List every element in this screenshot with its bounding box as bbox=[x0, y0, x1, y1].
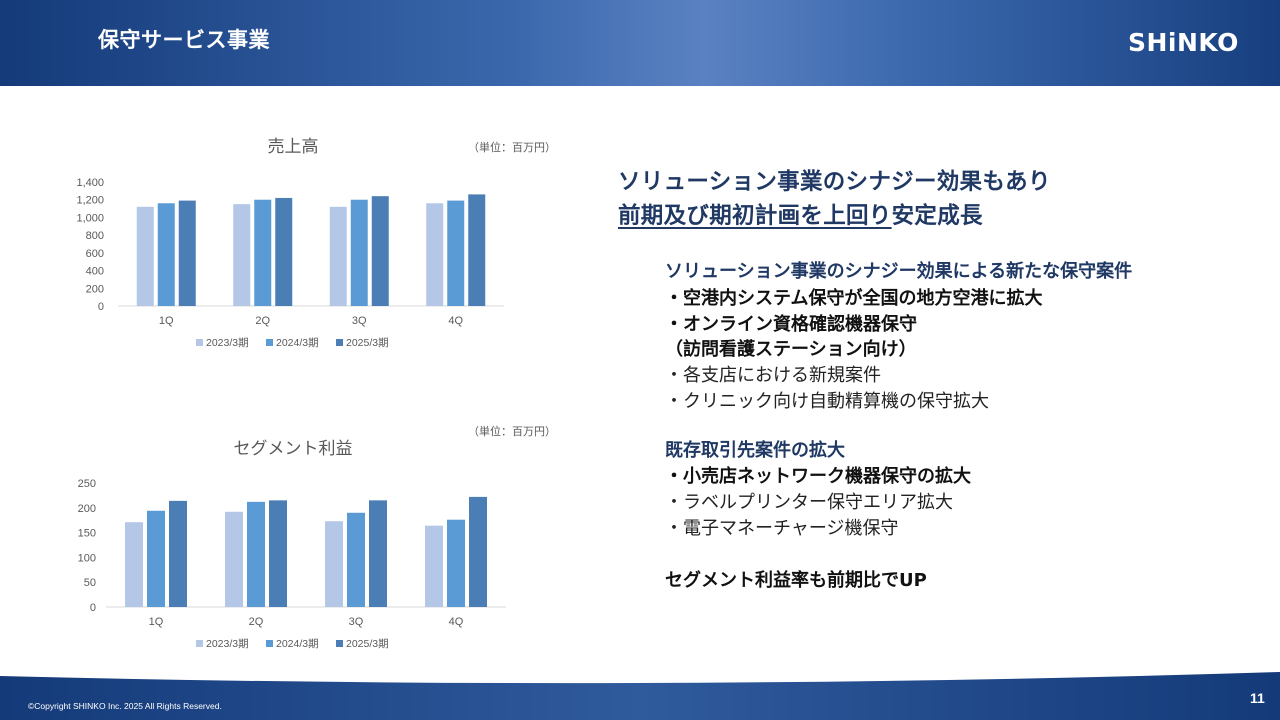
chart1-bar-2Q-2 bbox=[254, 199, 272, 306]
chart1-bar-3Q-1 bbox=[329, 206, 347, 306]
chart1-legend-label-1: 2023/3期 bbox=[206, 337, 249, 349]
chart2-bar-2Q-2 bbox=[247, 501, 265, 607]
chart2-category-label: 3Q bbox=[349, 616, 364, 628]
section2-title: 既存取引先案件の拡大 bbox=[665, 440, 845, 461]
chart1-category-label: 3Q bbox=[352, 315, 367, 327]
chart2-ytick-label: 150 bbox=[78, 528, 96, 540]
section2-item-2: ・ラベルプリンター保守エリア拡大 bbox=[665, 492, 953, 513]
chart1-legend-swatch-1 bbox=[196, 339, 203, 346]
footer-band bbox=[0, 672, 1280, 720]
chart2-ytick-label: 100 bbox=[78, 552, 96, 564]
page-number: 11 bbox=[1250, 690, 1265, 706]
chart2-category-label: 2Q bbox=[249, 616, 264, 628]
section1-item-4: ・各支店における新規案件 bbox=[665, 365, 881, 386]
chart1-legend-swatch-3 bbox=[336, 339, 343, 346]
chart2-ytick-label: 0 bbox=[90, 602, 96, 614]
chart2-legend-label-3: 2025/3期 bbox=[346, 638, 389, 650]
headline-tail: 安定成長 bbox=[891, 203, 983, 229]
chart2-bar-4Q-1 bbox=[425, 525, 443, 607]
chart1-ytick-label: 1,400 bbox=[76, 177, 104, 189]
chart1-bar-1Q-2 bbox=[157, 203, 175, 306]
shinko-logo: SHiNKO bbox=[1128, 28, 1239, 57]
chart2-legend-swatch-2 bbox=[266, 640, 273, 647]
chart2-ytick-label: 200 bbox=[78, 503, 96, 515]
chart1-category-label: 1Q bbox=[159, 315, 174, 327]
chart1-category-label: 4Q bbox=[448, 315, 463, 327]
chart1-bar-3Q-3 bbox=[371, 196, 389, 306]
chart1-unit-note: （単位：百万円） bbox=[468, 140, 556, 154]
chart1-title: 売上高 bbox=[268, 137, 319, 157]
section1-item-2: ・オンライン資格確認機器保守 bbox=[665, 314, 917, 335]
copyright-text: ©Copyright SHINKO Inc. 2025 All Rights R… bbox=[28, 701, 222, 711]
chart2-category-label: 4Q bbox=[449, 616, 464, 628]
headline-underlined: 前期及び期初計画を上回り bbox=[618, 203, 892, 229]
chart2-legend-label-2: 2024/3期 bbox=[276, 638, 319, 650]
chart2-bar-3Q-1 bbox=[325, 521, 343, 607]
chart2-bar-1Q-3 bbox=[169, 500, 187, 607]
chart2-bar-1Q-1 bbox=[125, 522, 143, 607]
chart2-bar-3Q-3 bbox=[369, 500, 387, 607]
chart2-bar-4Q-3 bbox=[469, 496, 487, 607]
chart1-bar-1Q-3 bbox=[178, 200, 196, 306]
headline-line-1: ソリューション事業のシナジー効果もあり bbox=[618, 169, 1051, 195]
section1-item-1: ・空港内システム保守が全国の地方空港に拡大 bbox=[665, 288, 1043, 309]
chart1-ytick-label: 600 bbox=[86, 248, 104, 260]
chart1-bar-2Q-3 bbox=[275, 197, 293, 306]
chart2-bar-1Q-2 bbox=[147, 510, 165, 607]
chart1-ytick-label: 0 bbox=[98, 301, 104, 313]
chart1-legend-swatch-2 bbox=[266, 339, 273, 346]
section1-item-5: ・クリニック向け自動精算機の保守拡大 bbox=[665, 391, 989, 412]
chart1-bar-4Q-3 bbox=[468, 194, 486, 306]
chart1-bar-4Q-1 bbox=[426, 203, 444, 306]
chart1-ytick-label: 400 bbox=[86, 266, 104, 278]
chart1-ytick-label: 1,000 bbox=[76, 212, 104, 224]
chart2-bar-4Q-2 bbox=[447, 519, 465, 607]
chart1-ytick-label: 200 bbox=[86, 283, 104, 295]
section2-item-3: ・電子マネーチャージ機保守 bbox=[665, 518, 899, 539]
chart1-ytick-label: 1,200 bbox=[76, 195, 104, 207]
chart1-bar-3Q-2 bbox=[350, 199, 368, 306]
chart2-legend-swatch-1 bbox=[196, 640, 203, 647]
chart2-unit-note: （単位：百万円） bbox=[468, 424, 556, 438]
section2-item-1: ・小売店ネットワーク機器保守の拡大 bbox=[665, 466, 971, 487]
chart1-ytick-label: 800 bbox=[86, 230, 104, 242]
chart1-bar-2Q-1 bbox=[233, 204, 251, 306]
chart2-title: セグメント利益 bbox=[234, 439, 353, 459]
chart1-legend-label-2: 2024/3期 bbox=[276, 337, 319, 349]
chart1-bar-4Q-2 bbox=[447, 200, 465, 306]
section1-item-3: （訪問看護ステーション向け） bbox=[665, 339, 917, 360]
section1-title: ソリューション事業のシナジー効果による新たな保守案件 bbox=[665, 261, 1133, 282]
chart1-category-label: 2Q bbox=[255, 315, 270, 327]
header-bar: 保守サービス事業 SHiNKO bbox=[0, 0, 1280, 86]
chart1-legend-label-3: 2025/3期 bbox=[346, 337, 389, 349]
chart2-legend-swatch-3 bbox=[336, 640, 343, 647]
closing-statement: セグメント利益率も前期比でUP bbox=[665, 570, 927, 591]
chart2-bar-3Q-2 bbox=[347, 512, 365, 607]
chart2-bar-2Q-1 bbox=[225, 511, 243, 607]
headline-line-2: 前期及び期初計画を上回り安定成長 bbox=[618, 198, 983, 230]
chart2-ytick-label: 250 bbox=[78, 478, 96, 490]
page-title: 保守サービス事業 bbox=[98, 28, 270, 52]
chart2-bar-2Q-3 bbox=[269, 500, 287, 607]
chart1-bar-1Q-1 bbox=[136, 206, 154, 306]
chart2-category-label: 1Q bbox=[149, 616, 164, 628]
chart2-legend-label-1: 2023/3期 bbox=[206, 638, 249, 650]
chart2-ytick-label: 50 bbox=[84, 577, 96, 589]
